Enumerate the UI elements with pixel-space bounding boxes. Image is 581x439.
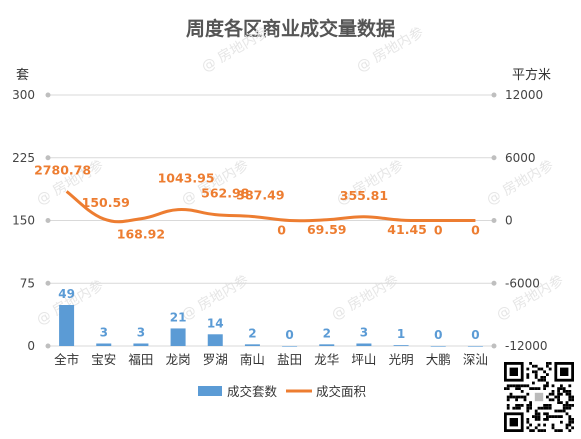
right-tick-label: -12000 xyxy=(505,339,548,353)
bar-value-label: 2 xyxy=(248,326,256,340)
right-axis-unit: 平方米 xyxy=(512,68,552,83)
bar-series xyxy=(59,305,483,347)
bar-大鹏 xyxy=(430,346,446,347)
area-line xyxy=(65,190,476,224)
grid-marker-right xyxy=(491,343,497,349)
watermark-layer: @ 房地内参 @ 房地内参@ 房地内参 @ 房地内参 @ 房地内参 @ 房地内参@ 房地… xyxy=(34,24,567,329)
line-value-label: 41.45 xyxy=(387,222,427,237)
bar-value-label: 3 xyxy=(137,325,145,339)
left-tick-label: 75 xyxy=(20,276,35,290)
x-tick-label: 盐田 xyxy=(277,352,302,367)
x-tick-label: 宝安 xyxy=(91,352,116,367)
grid-marker-right xyxy=(491,155,497,161)
line-value-label: 150.59 xyxy=(82,195,130,210)
grid-marker-left xyxy=(45,155,51,161)
line-value-label: 1043.95 xyxy=(158,171,215,186)
bar-labels: 49 3 3 21 14 2 0 2 3 1 0 0 xyxy=(58,287,479,342)
watermark-text: @ 房地内参 xyxy=(199,24,272,76)
bar-福田 xyxy=(133,343,149,346)
bar-光明 xyxy=(393,345,409,346)
x-tick-label: 福田 xyxy=(128,352,153,367)
right-axis: -12000 -6000 0 6000 12000 xyxy=(505,88,548,353)
grid-marker-left xyxy=(45,92,51,98)
bar-value-label: 2 xyxy=(323,326,331,340)
line-value-label: 0 xyxy=(471,223,480,238)
legend-label-line: 成交面积 xyxy=(316,384,366,399)
left-tick-label: 300 xyxy=(12,88,35,102)
bar-全市 xyxy=(59,305,75,346)
x-tick-label: 光明 xyxy=(389,352,414,367)
bar-value-label: 3 xyxy=(100,325,108,339)
x-tick-label: 深汕 xyxy=(463,352,488,367)
bar-盐田 xyxy=(282,346,298,347)
left-tick-label: 225 xyxy=(12,151,35,165)
bar-南山 xyxy=(244,344,260,346)
grid-marker-left xyxy=(45,280,51,286)
x-tick-label: 龙岗 xyxy=(166,352,191,367)
x-tick-label: 坪山 xyxy=(351,352,376,367)
x-axis-labels: 全市 宝安 福田 龙岗 罗湖 南山 盐田 龙华 坪山 光明 大鹏 深汕 xyxy=(54,352,488,367)
bar-value-label: 0 xyxy=(285,328,293,342)
bar-罗湖 xyxy=(207,334,223,346)
grid-marker-right xyxy=(491,280,497,286)
x-tick-label: 全市 xyxy=(54,352,79,367)
line-value-label: 168.92 xyxy=(117,227,165,242)
bar-value-label: 1 xyxy=(397,327,405,341)
left-tick-label: 0 xyxy=(27,339,35,353)
legend-swatch-bar xyxy=(198,386,222,396)
bar-value-label: 0 xyxy=(471,328,479,342)
x-tick-label: 大鹏 xyxy=(426,352,451,367)
bar-value-label: 0 xyxy=(434,328,442,342)
watermark-text: @ 房地内参 xyxy=(354,24,427,76)
left-axis-unit: 套 xyxy=(16,68,30,83)
x-tick-label: 龙华 xyxy=(314,352,339,367)
bar-坪山 xyxy=(356,343,372,346)
x-tick-label: 南山 xyxy=(240,352,265,367)
grid-marker-right xyxy=(491,218,497,223)
bar-宝安 xyxy=(96,343,112,346)
watermark-text: @ 房地内参 xyxy=(329,272,402,324)
line-value-label: 355.81 xyxy=(340,188,388,203)
right-tick-label: 12000 xyxy=(505,88,543,102)
bar-深汕 xyxy=(467,346,483,347)
line-value-label: 0 xyxy=(277,223,286,238)
right-tick-label: 0 xyxy=(505,214,513,228)
line-value-label: 2780.78 xyxy=(34,162,91,177)
bar-value-label: 14 xyxy=(207,316,224,330)
right-tick-label: 6000 xyxy=(505,151,536,165)
line-value-label: 69.59 xyxy=(307,222,347,237)
line-value-label: 562.98 xyxy=(201,186,249,201)
chart-title: 周度各区商业成交量数据 xyxy=(185,18,395,40)
legend: 成交套数 成交面积 xyxy=(198,384,366,399)
grid-marker-left xyxy=(45,218,51,223)
left-tick-label: 150 xyxy=(12,214,35,228)
bar-龙岗 xyxy=(170,328,186,346)
bar-value-label: 49 xyxy=(58,287,75,301)
qr-code-icon xyxy=(504,362,574,432)
grid-marker-right xyxy=(491,92,497,98)
bar-龙华 xyxy=(319,344,335,346)
line-value-label: 387.49 xyxy=(236,187,284,202)
right-tick-label: -6000 xyxy=(505,276,540,290)
line-value-label: 0 xyxy=(434,223,443,238)
left-axis: 0 75 150 225 300 xyxy=(12,88,35,353)
legend-label-bar: 成交套数 xyxy=(227,384,278,399)
x-tick-label: 罗湖 xyxy=(203,352,228,367)
bar-value-label: 21 xyxy=(170,310,187,324)
bar-value-label: 3 xyxy=(360,325,368,339)
grid-marker-left xyxy=(45,343,51,349)
